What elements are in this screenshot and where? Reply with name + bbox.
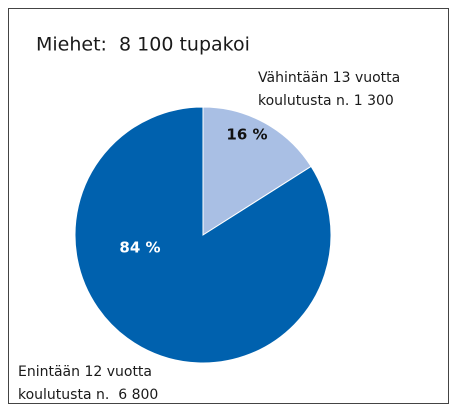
slice-label: Vähintään 13 vuotta	[258, 70, 400, 86]
value-label: 16 %	[226, 126, 267, 144]
value-label: 84 %	[119, 239, 160, 257]
slice-label: koulutusta n. 6 800	[18, 387, 158, 403]
pie-slice	[202, 106, 312, 236]
slice-label: koulutusta n. 1 300	[258, 93, 394, 109]
pie-slice	[74, 106, 332, 364]
chart-title: Miehet: 8 100 tupakoi	[36, 34, 250, 56]
slice-label: Enintään 12 vuotta	[18, 364, 152, 380]
